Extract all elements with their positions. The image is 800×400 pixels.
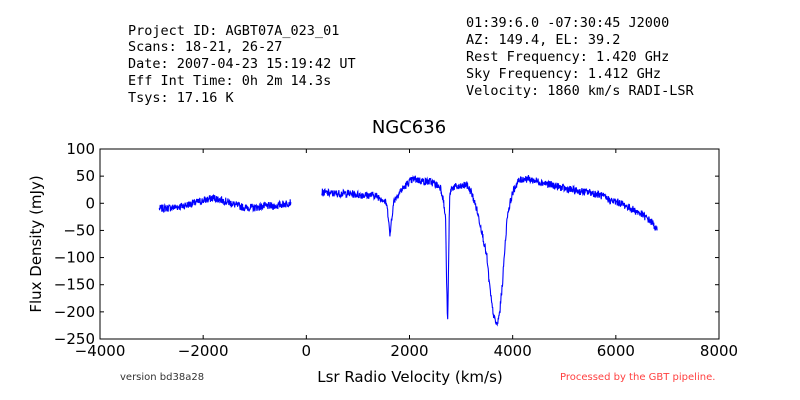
x-tick-label: 4000 bbox=[494, 342, 532, 360]
x-tick-label: 6000 bbox=[597, 342, 635, 360]
spectrum-line bbox=[321, 174, 658, 327]
spectrum-line bbox=[158, 193, 292, 214]
y-tick-label: 0 bbox=[85, 194, 95, 212]
x-tick-label: −2000 bbox=[178, 342, 229, 360]
az-el: AZ: 149.4, EL: 39.2 bbox=[466, 32, 620, 48]
y-axis-label: Flux Density (mJy) bbox=[27, 175, 45, 312]
tsys: Tsys: 17.16 K bbox=[128, 90, 235, 106]
x-tick-label: −4000 bbox=[75, 342, 126, 360]
y-tick-label: 50 bbox=[76, 167, 95, 185]
velocity: Velocity: 1860 km/s RADI-LSR bbox=[466, 83, 694, 99]
y-tick-label: −50 bbox=[63, 221, 95, 239]
x-tick-label: 8000 bbox=[700, 342, 738, 360]
y-tick-label: −250 bbox=[54, 330, 95, 348]
plot-frame bbox=[99, 148, 720, 340]
sky-frequency: Sky Frequency: 1.412 GHz bbox=[466, 66, 661, 82]
date: Date: 2007-04-23 15:19:42 UT bbox=[128, 56, 356, 72]
axis-ticks: −4000 −2000 0 2000 4000 6000 8000 100 50 0 −50 −100… bbox=[54, 140, 738, 360]
rest-frequency: Rest Frequency: 1.420 GHz bbox=[466, 49, 669, 65]
y-tick-label: −200 bbox=[54, 303, 95, 321]
x-axis-label: Lsr Radio Velocity (km/s) bbox=[317, 368, 503, 386]
x-tick-label: 0 bbox=[302, 342, 312, 360]
coordinates: 01:39:6.0 -07:30:45 J2000 bbox=[466, 15, 669, 31]
header-right: 01:39:6.0 -07:30:45 J2000 AZ: 149.4, EL:… bbox=[466, 15, 694, 99]
y-tick-label: 100 bbox=[66, 140, 95, 158]
version-text: version bd38a28 bbox=[120, 372, 204, 383]
x-tick-label: 2000 bbox=[390, 342, 428, 360]
plot-area: −4000 −2000 0 2000 4000 6000 8000 100 50 0 −50 −100… bbox=[54, 140, 738, 360]
project-id: Project ID: AGBT07A_023_01 bbox=[128, 23, 339, 39]
chart-title: NGC636 bbox=[372, 117, 446, 138]
processed-text: Processed by the GBT pipeline. bbox=[560, 372, 715, 383]
header-left: Project ID: AGBT07A_023_01 Scans: 18-21,… bbox=[128, 23, 356, 106]
series-group bbox=[158, 174, 658, 327]
y-tick-label: −100 bbox=[54, 249, 95, 267]
scans: Scans: 18-21, 26-27 bbox=[128, 39, 282, 55]
eff-int-time: Eff Int Time: 0h 2m 14.3s bbox=[128, 73, 331, 89]
y-tick-label: −150 bbox=[54, 276, 95, 294]
